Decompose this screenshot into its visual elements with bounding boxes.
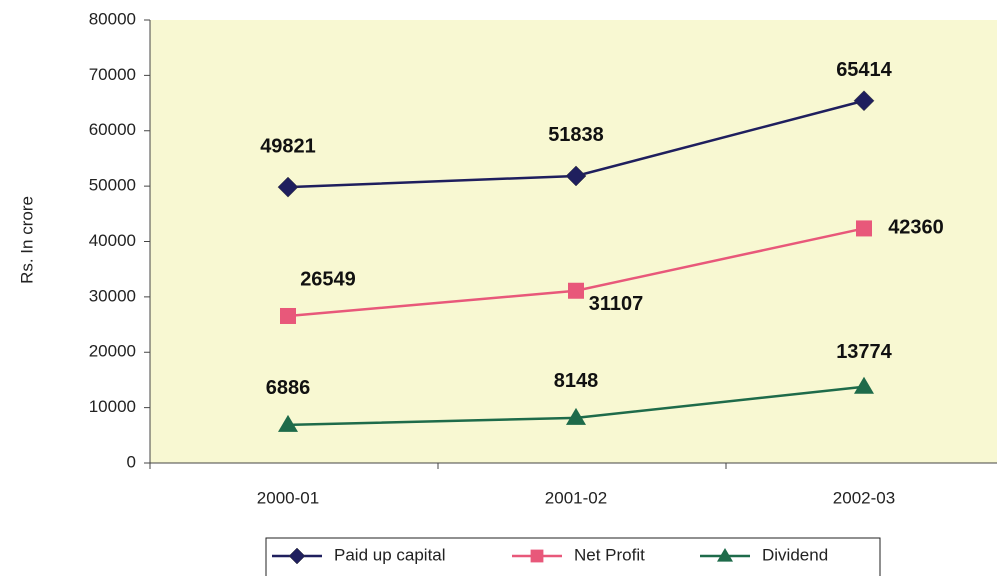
marker xyxy=(853,90,875,112)
x-tick-label: 2002-03 xyxy=(833,488,895,507)
marker xyxy=(566,407,586,425)
marker xyxy=(854,376,874,394)
legend-label: Net Profit xyxy=(574,545,645,564)
marker xyxy=(717,548,733,562)
data-label: 49821 xyxy=(260,135,316,157)
plot-area xyxy=(150,20,997,463)
y-tick-label: 10000 xyxy=(89,397,136,416)
y-tick-label: 60000 xyxy=(89,120,136,139)
data-label: 42360 xyxy=(888,217,944,239)
data-label: 51838 xyxy=(548,124,604,146)
y-tick-label: 50000 xyxy=(89,176,136,195)
data-label: 65414 xyxy=(836,59,892,81)
marker xyxy=(530,549,544,563)
legend xyxy=(265,537,881,576)
marker xyxy=(288,547,306,565)
marker xyxy=(565,165,587,187)
y-tick-label: 70000 xyxy=(89,65,136,84)
marker xyxy=(856,220,872,237)
marker xyxy=(280,307,296,324)
marker xyxy=(278,414,298,432)
x-tick-label: 2001-02 xyxy=(545,488,607,507)
y-axis-label: Rs. In crore xyxy=(17,196,36,284)
x-tick-label: 2000-01 xyxy=(257,488,319,507)
legend-label: Paid up capital xyxy=(334,545,446,564)
data-label: 13774 xyxy=(836,341,892,363)
data-label: 6886 xyxy=(266,377,311,399)
data-label: 8148 xyxy=(554,370,599,392)
y-tick-label: 0 xyxy=(127,452,136,471)
marker xyxy=(568,282,584,299)
y-tick-label: 20000 xyxy=(89,342,136,361)
y-tick-label: 80000 xyxy=(89,9,136,28)
data-label: 31107 xyxy=(589,293,644,315)
y-tick-label: 30000 xyxy=(89,286,136,305)
marker xyxy=(277,176,299,198)
legend-label: Dividend xyxy=(762,545,828,564)
y-tick-label: 40000 xyxy=(89,231,136,250)
data-label: 26549 xyxy=(300,268,356,290)
